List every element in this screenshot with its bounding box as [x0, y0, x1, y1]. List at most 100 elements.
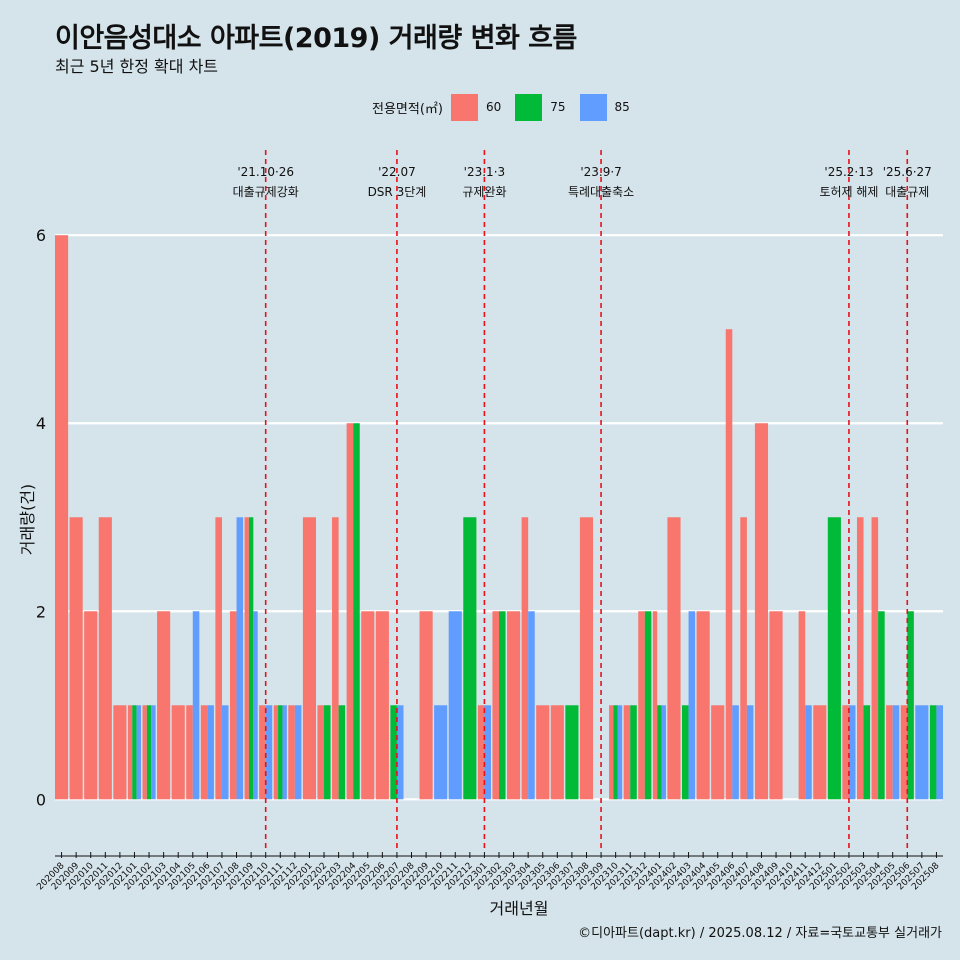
bar-60-202101 [127, 705, 133, 800]
bar-60-202310 [609, 705, 614, 800]
bar-85-202505 [892, 705, 900, 800]
bar-60-202304 [521, 517, 529, 800]
annotation-label-202502: 토허제 해제 [819, 185, 878, 199]
annotation-label-202110: 대출규제강화 [233, 185, 299, 199]
bar-75-202204 [353, 423, 360, 800]
bar-60-202105 [186, 705, 193, 800]
bar-60-202503 [856, 517, 864, 800]
bar-85-202508 [936, 705, 943, 800]
x-axis: 2020082020092020102020112020122021012021… [35, 852, 943, 892]
bar-75-202101 [132, 705, 137, 800]
bar-85-202301 [484, 705, 491, 800]
annotation-date-202506: '25.6·27 [883, 165, 932, 179]
bar-60-202104 [171, 705, 185, 800]
policy-annotations: '21.10·26 대출규제강화 '22.07 DSR 3단계 '23.1·3 규제완화 '… [233, 150, 932, 851]
bar-60-202110 [259, 705, 266, 800]
bar-60-202409 [769, 611, 783, 800]
annotation-label-202506: 대출규제 [885, 185, 929, 199]
bar-60-202505 [886, 705, 893, 800]
bar-75-202111 [278, 705, 283, 800]
bar-60-202112 [288, 705, 295, 800]
bar-60-202407 [740, 517, 747, 800]
bar-85-202502 [848, 705, 856, 800]
y-tick-label-6: 6 [36, 226, 46, 245]
bar-60-202305 [536, 705, 550, 800]
bar-75-202202 [324, 705, 331, 800]
bar-75-202109 [248, 517, 254, 800]
bar-85-202207 [396, 705, 404, 800]
bar-60-202201 [302, 517, 317, 800]
bar-85-202304 [528, 611, 535, 800]
bar-75-202207 [390, 705, 397, 800]
bar-60-202009 [69, 517, 83, 800]
annotation-date-202502: '25.2·13 [824, 165, 873, 179]
bar-60-202302 [492, 611, 499, 800]
bar-75-202310 [613, 705, 618, 800]
bar-60-202411 [798, 611, 806, 800]
bar-60-202008 [55, 235, 69, 800]
bar-75-202312 [644, 611, 652, 800]
annotation-label-202309: 특례대출축소 [568, 185, 634, 199]
legend-label-85: 85 [614, 100, 630, 114]
bar-85-202411 [805, 705, 812, 800]
chart-subtitle: 최근 5년 한정 확대 차트 [55, 57, 219, 76]
legend-label-75: 75 [550, 100, 566, 114]
bar-85-202406 [732, 705, 739, 800]
bar-85-202108 [236, 517, 244, 800]
bar-60-202405 [711, 705, 725, 800]
bar-85-202109 [253, 611, 258, 800]
bar-60-202401 [652, 611, 658, 800]
bar-75-202311 [630, 705, 637, 800]
bar-60-202202 [317, 705, 325, 800]
bar-60-202103 [157, 611, 171, 800]
bar-85-202403 [688, 611, 696, 800]
bar-60-202402 [667, 517, 681, 800]
annotation-label-202207: DSR 3단계 [368, 185, 427, 199]
bar-75-202403 [681, 705, 689, 800]
bar-85-202401 [661, 705, 666, 800]
chart-title: 이안음성대소 아파트(2019) 거래량 변화 흐름 [55, 23, 577, 54]
legend-label-60: 60 [485, 100, 502, 114]
legend: 전용면적(㎡) 60 75 85 [372, 93, 644, 121]
bar-60-202408 [754, 423, 769, 800]
bar-85-202105 [192, 611, 200, 800]
bar-60-202108 [229, 611, 237, 800]
bar-60-202209 [419, 611, 433, 800]
bar-60-202206 [375, 611, 389, 800]
annotation-date-202207: '22.07 [378, 165, 416, 179]
y-tick-label-2: 2 [36, 602, 46, 621]
bar-60-202204 [346, 423, 354, 800]
bar-85-202111 [282, 705, 287, 800]
annotation-date-202110: '21.10·26 [237, 165, 294, 179]
annotation-date-202309: '23.9·7 [580, 165, 621, 179]
bar-60-202010 [84, 611, 98, 800]
bar-60-202406 [725, 329, 733, 800]
bar-75-202302 [499, 611, 506, 800]
bar-85-202211 [448, 611, 462, 800]
bar-60-202111 [273, 705, 279, 800]
bar-85-202507 [915, 705, 929, 800]
bar-75-202504 [878, 611, 885, 800]
bar-85-202106 [207, 705, 214, 800]
bar-60-202106 [200, 705, 208, 800]
bar-75-202506 [907, 611, 914, 800]
bar-60-202012 [113, 705, 127, 800]
bar-85-202407 [746, 705, 754, 800]
bar-60-202203 [332, 517, 339, 800]
bar-75-202401 [657, 705, 662, 800]
bar-60-202011 [98, 517, 112, 800]
bar-60-202312 [638, 611, 645, 800]
annotation-label-202301: 규제완화 [462, 185, 506, 199]
y-axis: 0 2 4 6 [36, 226, 46, 809]
bar-75-202307 [565, 705, 579, 800]
x-axis-title: 거래년월 [490, 899, 549, 918]
bar-60-202109 [244, 517, 249, 800]
bar-85-202107 [221, 705, 229, 800]
bar-60-202308 [579, 517, 594, 800]
annotation-date-202301: '23.1·3 [464, 165, 505, 179]
bar-75-202503 [863, 705, 871, 800]
y-tick-label-4: 4 [36, 414, 46, 433]
legend-key-85 [579, 93, 607, 121]
bar-85-202112 [294, 705, 302, 800]
bar-75-202102 [146, 705, 152, 800]
